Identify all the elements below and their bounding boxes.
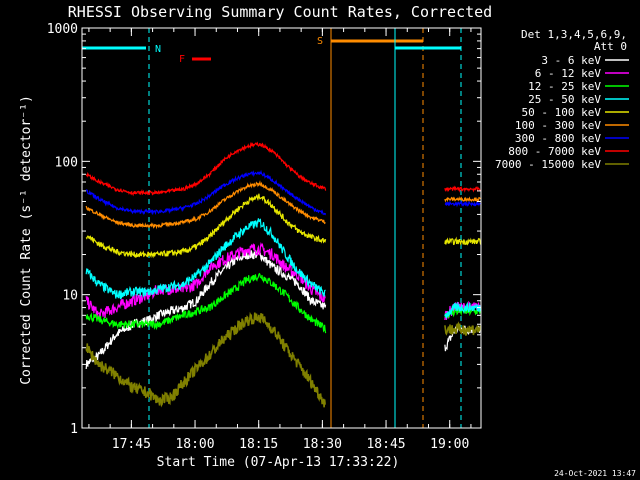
series-line-7-seg-0 xyxy=(85,141,327,197)
series-25-50-kev xyxy=(85,218,482,319)
series-line-7-seg-1 xyxy=(444,185,481,193)
legend-label: 50 - 100 keV xyxy=(522,106,602,119)
series-line-8-seg-1 xyxy=(444,321,482,336)
series-layer xyxy=(85,141,482,408)
timestamp: 24-Oct-2021 13:47 xyxy=(554,469,636,478)
series-300-800-kev xyxy=(85,169,481,216)
axes: 1 10 100 1000 17:45 18:00 18:15 18:30 18:45 19:00 xyxy=(47,22,482,452)
y-tick-label: 10 xyxy=(62,289,78,304)
x-tick-label: 18:45 xyxy=(366,437,405,452)
series-line-6-seg-0 xyxy=(85,169,327,216)
series-line-8-seg-0 xyxy=(85,311,327,408)
series-line-5-seg-1 xyxy=(444,196,481,203)
legend-header-line: Att 0 xyxy=(594,40,627,53)
series-800-7000-kev xyxy=(85,141,481,197)
series-line-3-seg-1 xyxy=(444,301,482,319)
series-line-6-seg-1 xyxy=(444,200,481,208)
series-line-4-seg-1 xyxy=(444,236,482,246)
legend-label: 7000 - 15000 keV xyxy=(495,158,601,171)
flare-marker-label: F xyxy=(179,54,185,65)
legend-label: 100 - 300 keV xyxy=(515,119,601,132)
legend-label: 12 - 25 keV xyxy=(528,80,601,93)
series-line-0-seg-0 xyxy=(85,250,327,370)
observing-markers: N F S xyxy=(82,28,462,428)
x-tick-label: 18:30 xyxy=(303,437,342,452)
series-50-100-kev xyxy=(85,193,482,259)
x-tick-label: 18:00 xyxy=(175,437,214,452)
series-line-1-seg-0 xyxy=(85,241,326,321)
legend-label: 800 - 7000 keV xyxy=(508,145,601,158)
saa-marker-label: S xyxy=(317,36,323,47)
legend-label: 3 - 6 keV xyxy=(541,54,601,67)
series-line-2-seg-0 xyxy=(85,272,327,334)
night-marker-label: N xyxy=(155,44,161,55)
series-line-5-seg-0 xyxy=(85,180,326,230)
x-tick-label: 19:00 xyxy=(430,437,469,452)
legend-label: 300 - 800 keV xyxy=(515,132,601,145)
plot-frame xyxy=(81,27,482,429)
legend-label: 25 - 50 keV xyxy=(528,93,601,106)
y-tick-label: 1 xyxy=(70,422,78,437)
series-line-4-seg-0 xyxy=(85,193,327,259)
y-tick-label: 1000 xyxy=(47,22,78,37)
x-axis-label: Start Time (07-Apr-13 17:33:22) xyxy=(157,455,400,470)
legend-header-line: Det 1,3,4,5,6,9, xyxy=(521,28,627,41)
y-tick-label: 100 xyxy=(55,155,78,170)
legend-label: 6 - 12 keV xyxy=(535,67,602,80)
y-axis-label: Corrected Count Rate (s⁻¹ detector⁻¹) xyxy=(19,95,34,385)
chart-title: RHESSI Observing Summary Count Rates, Co… xyxy=(68,3,492,21)
series-100-300-kev xyxy=(85,180,481,230)
series-line-3-seg-0 xyxy=(85,218,326,300)
x-tick-label: 17:45 xyxy=(112,437,151,452)
series-7000-15000-kev xyxy=(85,311,482,408)
x-tick-label: 18:15 xyxy=(239,437,278,452)
